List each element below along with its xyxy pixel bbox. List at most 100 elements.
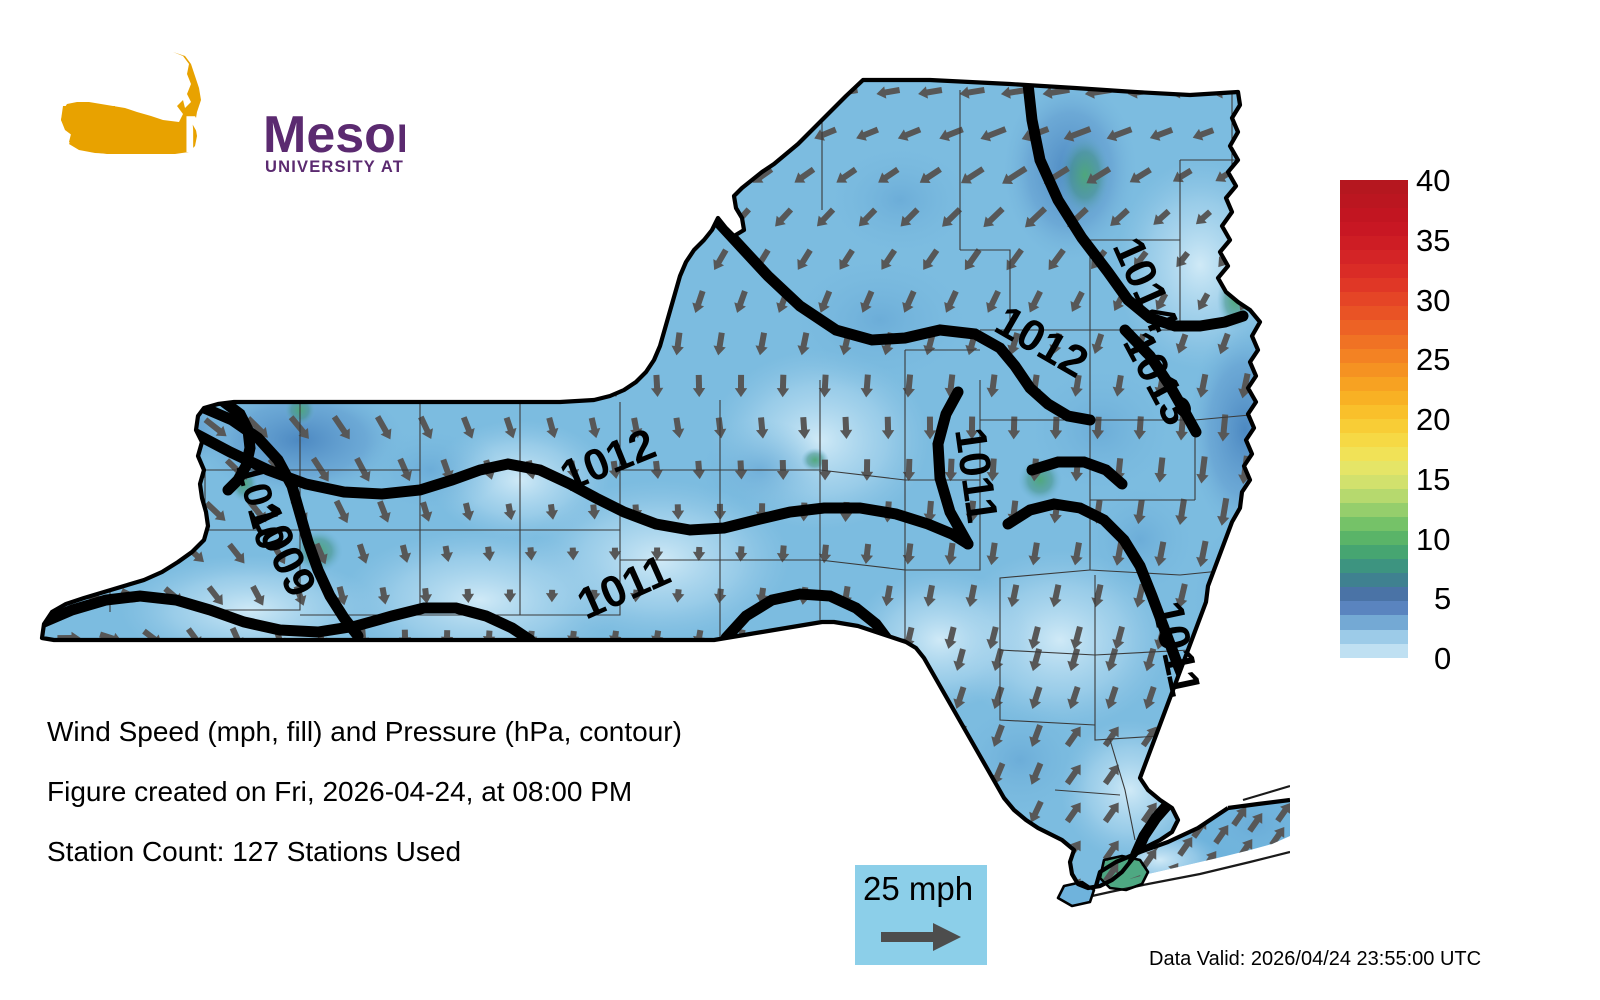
wind-arrow-icon (1217, 414, 1230, 442)
wind-arrow-icon (1007, 584, 1020, 608)
wind-arrow-icon (440, 373, 454, 398)
wind-arrow-icon (944, 458, 958, 482)
wind-arrow-icon (333, 165, 353, 185)
wind-arrow-icon (268, 125, 291, 141)
wind-arrow-icon (881, 416, 895, 440)
wind-arrow-icon (604, 126, 627, 141)
colorbar-tick: 30 (1416, 282, 1451, 318)
wind-arrow-icon (734, 546, 748, 562)
colorbar-tick: 5 (1434, 581, 1452, 617)
wind-arrow-icon (965, 584, 978, 607)
wind-arrow-icon (1063, 126, 1092, 142)
wind-arrow-icon (860, 290, 875, 313)
wind-arrow-icon (688, 126, 711, 141)
colorbar-band (1340, 615, 1408, 630)
wind-arrow-icon (1000, 86, 1028, 99)
wind-arrow-icon (503, 416, 517, 439)
wind-arrow-icon (1155, 292, 1169, 311)
wind-arrow-icon (312, 372, 329, 398)
wind-arrow-icon (919, 166, 942, 183)
figure-caption-block: Wind Speed (mph, fill) and Pressure (hPa… (47, 718, 847, 898)
wind-arrow-icon (1029, 724, 1043, 747)
wind-arrow-icon (397, 457, 412, 482)
wind-arrow-icon (818, 374, 832, 398)
wind-arrow-icon (1086, 166, 1112, 184)
wind-arrow-icon (545, 589, 559, 603)
wind-arrow-icon (1025, 206, 1048, 228)
wind-arrow-icon (1175, 583, 1188, 609)
wind-arrow-icon (250, 331, 265, 356)
wind-arrow-icon (878, 166, 900, 183)
wind-arrow-icon (1112, 374, 1125, 397)
wind-arrow-icon (755, 587, 769, 605)
wind-arrow-icon (858, 207, 878, 227)
wind-arrow-icon (797, 248, 813, 270)
wind-arrow-icon (775, 207, 794, 227)
wind-arrow-icon (462, 502, 475, 521)
wind-arrow-icon (498, 86, 522, 99)
wind-arrow-icon (792, 86, 816, 99)
colorbar-band (1340, 278, 1408, 293)
wind-arrow-icon (567, 630, 580, 646)
colorbar-band (1340, 573, 1408, 588)
wind-arrow-icon (986, 626, 999, 650)
wind-arrow-icon (184, 374, 204, 396)
wind-arrow-icon (566, 290, 579, 314)
wind-arrow-icon (1091, 583, 1104, 608)
wind-arrow-icon (62, 206, 76, 230)
wind-arrow-icon (818, 290, 833, 313)
wind-arrow-icon (1153, 208, 1171, 225)
wind-arrow-icon (1102, 726, 1119, 748)
wind-arrow-icon (1213, 824, 1229, 845)
wind-arrow-icon (713, 332, 726, 356)
wind-arrow-icon (734, 374, 748, 398)
weather-map: 1014 1013 1012 1012 1011 1011 1011 1009 … (39, 77, 1290, 908)
colorbar-band (1340, 264, 1408, 279)
wind-arrow-icon (1275, 802, 1290, 823)
wind-arrow-icon (147, 289, 160, 314)
colorbar-band (1340, 517, 1408, 532)
wind-arrow-icon (503, 589, 517, 603)
wind-arrow-icon (814, 126, 837, 141)
wind-arrow-icon (918, 86, 943, 99)
colorbar-band (1340, 404, 1408, 419)
wind-arrow-icon (293, 247, 306, 272)
wind-arrow-icon (1178, 764, 1195, 786)
wind-arrow-icon (953, 762, 968, 785)
wind-arrow-icon (1070, 626, 1083, 650)
wind-arrow-icon (59, 125, 81, 141)
wind-arrow-icon (902, 290, 917, 313)
wind-arrow-icon (1028, 290, 1043, 313)
wind-arrow-icon (965, 500, 978, 524)
wind-arrow-icon (417, 165, 437, 184)
wind-arrow-icon (566, 547, 580, 561)
colorbar-tick: 25 (1416, 342, 1451, 378)
wind-arrow-icon (626, 166, 648, 184)
wind-arrow-icon (1247, 812, 1263, 833)
wind-arrow-icon (478, 126, 501, 141)
wind-arrow-icon (980, 126, 1007, 142)
wind-arrow-icon (1172, 167, 1193, 183)
wind-arrow-icon (119, 504, 144, 519)
wind-arrow-icon (356, 206, 372, 228)
logo-subtitle: UNIVERSITY AT ALBANY (265, 158, 405, 175)
wind-arrow-icon (944, 626, 957, 649)
wind-arrow-icon (101, 125, 123, 141)
wind-arrow-icon (104, 289, 118, 314)
colorbar-band (1340, 587, 1408, 602)
wind-arrow-icon (119, 420, 144, 436)
wind-arrow-icon (503, 503, 516, 521)
wind-arrow-icon (440, 206, 457, 228)
wind-arrow-icon (692, 290, 706, 313)
wind-arrow-icon (503, 248, 518, 271)
wind-arrow-icon (378, 331, 391, 357)
wind-arrow-icon (1217, 497, 1230, 526)
wind-arrow-icon (440, 289, 453, 314)
wind-arrow-icon (953, 648, 966, 671)
colorbar-band (1340, 334, 1408, 349)
arrow-right-icon (881, 921, 963, 958)
wind-arrow-icon (503, 332, 517, 356)
wind-arrow-icon (797, 332, 810, 356)
colorbar-tick: 15 (1416, 461, 1451, 497)
wind-arrow-icon (165, 332, 181, 355)
